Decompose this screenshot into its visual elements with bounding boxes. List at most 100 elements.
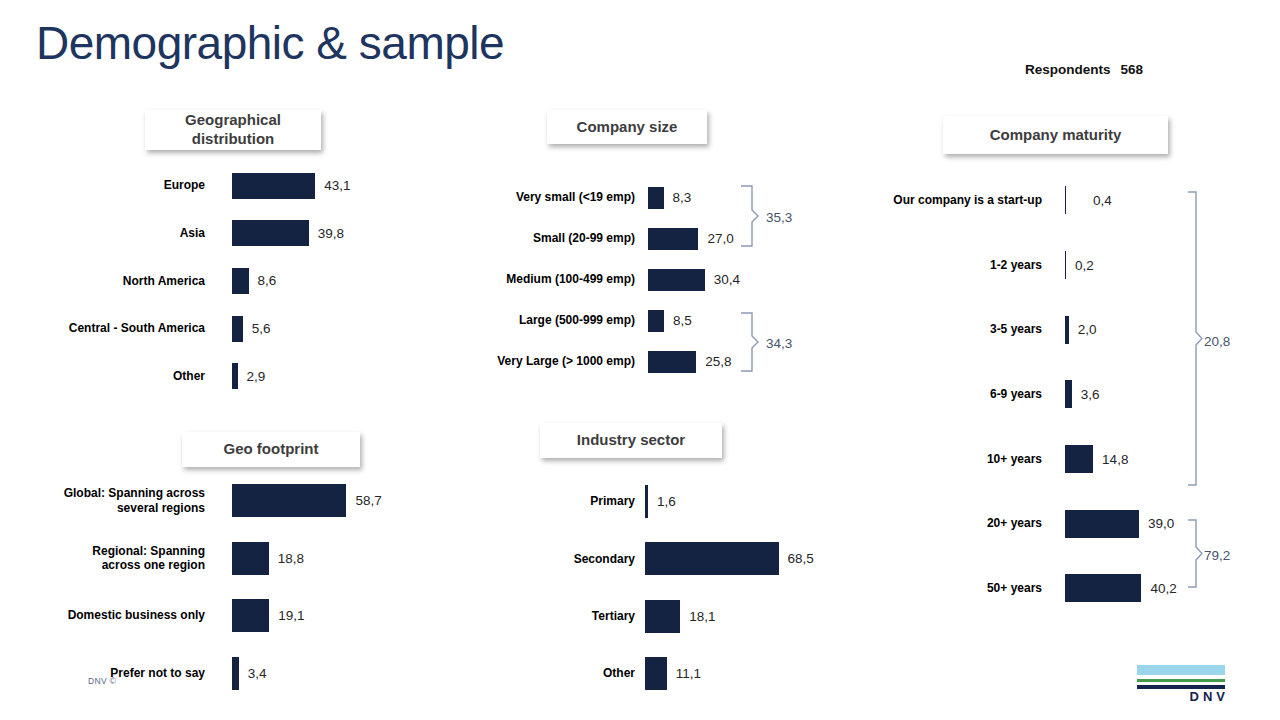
value-label: 2,0	[1078, 322, 1097, 337]
chart-rows: Global: Spanning across several regions 5…	[30, 472, 460, 702]
chart-row: Domestic business only19,1	[30, 587, 460, 645]
slide-title: Demographic & sample	[36, 16, 504, 70]
bar	[648, 310, 664, 332]
bar	[648, 351, 696, 373]
category-label: Regional: Spanning across one region	[30, 544, 232, 573]
bar	[645, 542, 779, 575]
chart-row: Prefer not to say3,4	[30, 645, 460, 703]
category-label: Very Large (> 1000 emp)	[470, 354, 648, 369]
bar	[232, 173, 315, 199]
chart-row: Primary 1,6	[490, 473, 830, 530]
chart-row: Global: Spanning across several regions 5…	[30, 472, 460, 530]
respondents-counter: Respondents 568	[1025, 62, 1143, 77]
category-label: Secondary	[490, 552, 645, 567]
bracket-young-companies	[1186, 190, 1204, 487]
logo-wordmark: DNV	[1137, 690, 1229, 703]
bar	[645, 485, 648, 518]
bar	[232, 542, 269, 575]
bar	[1065, 510, 1139, 538]
bar	[232, 363, 238, 389]
bracket-label-young-companies: 20,8	[1204, 332, 1230, 352]
chart-rows: Europe 43,1 Asia 39,8 North America 8,6 Centra…	[30, 162, 450, 400]
bar	[232, 220, 309, 246]
value-label: 11,1	[676, 666, 701, 681]
chart-row: Our company is a start-up0,4	[868, 168, 1268, 233]
value-label: 0,4	[1093, 193, 1112, 208]
value-label: 58,7	[355, 493, 381, 508]
value-label: 8,6	[258, 273, 277, 288]
bar	[648, 187, 664, 209]
category-label: Domestic business only	[30, 608, 232, 623]
category-label: Europe	[30, 178, 232, 193]
logo-stripe-green-icon	[1137, 679, 1225, 682]
chart-row: Tertiary 18,1	[490, 588, 830, 645]
category-label: Asia	[30, 226, 232, 241]
bar	[648, 269, 705, 291]
category-label: Global: Spanning across several regions	[30, 486, 232, 515]
chart-title-geographical-distribution: Geographical distribution	[145, 110, 321, 150]
bar	[1065, 251, 1066, 279]
respondents-value: 568	[1121, 62, 1144, 77]
bracket-label-large-companies: 34,3	[766, 334, 792, 354]
category-label: 50+ years	[868, 581, 1065, 596]
value-label: 43,1	[324, 178, 350, 193]
category-label: 10+ years	[868, 452, 1065, 467]
bar	[1065, 316, 1069, 344]
chart-row: Regional: Spanning across one region18,8	[30, 530, 460, 588]
value-label: 18,1	[689, 609, 715, 624]
category-label: North America	[30, 274, 232, 289]
category-label: Other	[30, 369, 232, 384]
value-label: 30,4	[714, 272, 740, 287]
category-label: Tertiary	[490, 609, 645, 624]
value-label: 1,6	[657, 494, 676, 509]
bracket-mature-companies	[1186, 518, 1204, 589]
bar	[1065, 445, 1093, 473]
value-label: 27,0	[707, 231, 733, 246]
bar	[1065, 186, 1066, 214]
chart-row: Europe 43,1	[30, 162, 450, 210]
bar	[1065, 574, 1141, 602]
value-label: 40,2	[1150, 581, 1176, 596]
bar	[232, 484, 346, 517]
value-label: 0,2	[1075, 258, 1094, 273]
category-label: 6-9 years	[868, 387, 1065, 402]
value-label: 39,8	[318, 226, 344, 241]
chart-row: Central - South America5,6	[30, 305, 450, 353]
chart-title-industry-sector: Industry sector	[540, 423, 722, 458]
chart-geographical-distribution: Geographical distribution Europe 43,1 Asia…	[30, 108, 450, 408]
value-label: 68,5	[788, 551, 814, 566]
chart-row: North America 8,6	[30, 257, 450, 305]
category-label: Very small (<19 emp)	[470, 190, 648, 205]
chart-company-size: Company size Very small (<19 emp)8,3Smal…	[470, 108, 830, 398]
category-label: Primary	[490, 494, 645, 509]
logo-stripe-lightblue-icon	[1137, 665, 1225, 675]
chart-company-maturity: Company maturity Our company is a start-…	[868, 114, 1268, 624]
chart-title-company-size: Company size	[547, 110, 707, 144]
bar	[232, 268, 249, 294]
bracket-small-companies	[738, 184, 760, 248]
chart-row: Medium (100-499 emp) 30,4	[470, 259, 830, 300]
category-label: 3-5 years	[868, 322, 1065, 337]
category-label: Prefer not to say	[30, 666, 232, 681]
category-label: Medium (100-499 emp)	[470, 272, 648, 287]
bar	[645, 657, 667, 690]
copyright-notice: DNV ©	[88, 676, 116, 686]
value-label: 8,3	[673, 190, 692, 205]
chart-row: Secondary 68,5	[490, 530, 830, 587]
chart-industry-sector: Industry sector Primary 1,6 Secondary 68,5 T…	[490, 421, 830, 701]
category-label: Central - South America	[30, 321, 232, 336]
chart-title-company-maturity: Company maturity	[943, 116, 1168, 154]
slide-canvas: Demographic & sample Respondents 568 Geog…	[0, 0, 1280, 720]
dnv-logo: DNV	[1137, 665, 1225, 703]
chart-row: 6-9 years3,6	[868, 362, 1268, 427]
category-label: 20+ years	[868, 516, 1065, 531]
chart-row: Asia 39,8	[30, 210, 450, 258]
bracket-label-mature-companies: 79,2	[1204, 546, 1230, 566]
value-label: 2,9	[247, 369, 266, 384]
chart-row: 10+ years14,8	[868, 427, 1268, 492]
chart-row: Other 2,9	[30, 352, 450, 400]
bar	[232, 599, 269, 632]
respondents-label: Respondents	[1025, 62, 1111, 77]
bar	[232, 316, 243, 342]
bar	[645, 600, 680, 633]
